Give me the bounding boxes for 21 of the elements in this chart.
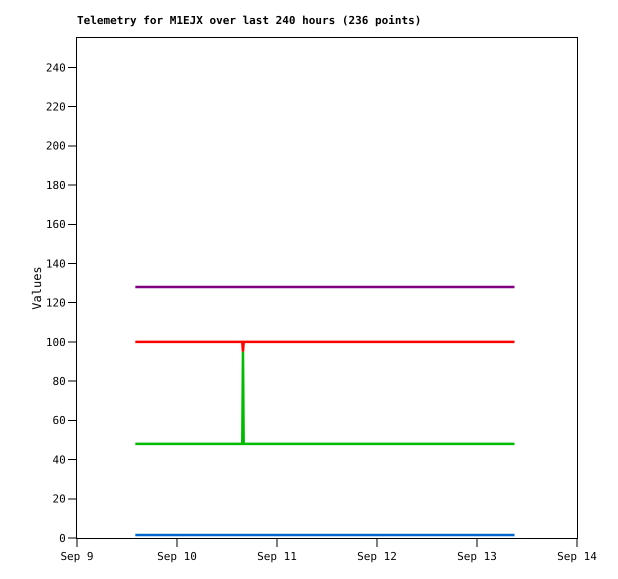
y-tick-label: 240 bbox=[46, 61, 66, 74]
y-tick-label: 100 bbox=[46, 336, 66, 349]
chart-title: Telemetry for M1EJX over last 240 hours (236 points) bbox=[77, 14, 422, 27]
x-tick-label: Sep 9 bbox=[60, 550, 94, 564]
y-axis-title: Values bbox=[30, 266, 44, 310]
y-tick-label: 220 bbox=[46, 100, 66, 114]
y-tick-label: 60 bbox=[52, 414, 66, 428]
y-tick-label: 0 bbox=[59, 532, 66, 545]
x-tick-label: Sep 12 bbox=[357, 550, 397, 564]
x-tick-label: Sep 11 bbox=[257, 550, 297, 564]
y-tick-label: 80 bbox=[52, 374, 66, 388]
y-tick-label: 180 bbox=[46, 178, 66, 192]
y-tick-label: 40 bbox=[52, 453, 66, 466]
y-tick-label: 20 bbox=[52, 492, 66, 506]
y-tick-label: 200 bbox=[46, 140, 66, 153]
x-tick-label: Sep 14 bbox=[557, 550, 598, 564]
y-tick-label: 140 bbox=[46, 257, 66, 270]
y-tick-label: 120 bbox=[46, 296, 66, 310]
x-tick-label: Sep 10 bbox=[157, 550, 197, 564]
y-tick-label: 160 bbox=[46, 218, 66, 232]
x-tick-label: Sep 13 bbox=[457, 550, 497, 564]
